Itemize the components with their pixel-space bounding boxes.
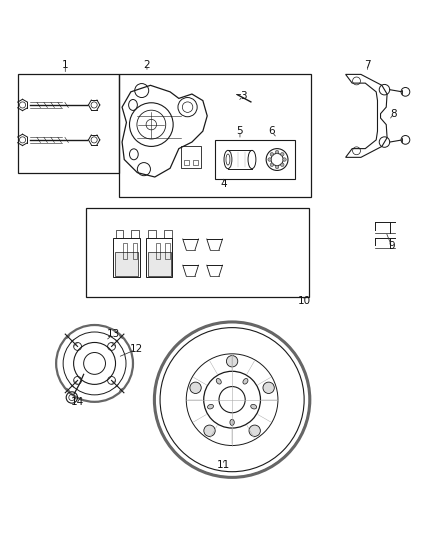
Bar	[133, 244, 137, 259]
Circle shape	[268, 158, 272, 161]
Text: 5: 5	[237, 126, 243, 136]
Text: 12: 12	[129, 344, 143, 354]
Text: 7: 7	[364, 60, 371, 70]
Bar	[184, 160, 189, 165]
Circle shape	[190, 382, 201, 393]
Bar	[165, 244, 170, 259]
Ellipse shape	[230, 419, 234, 425]
Circle shape	[281, 152, 284, 156]
Ellipse shape	[216, 378, 221, 384]
Circle shape	[204, 425, 215, 437]
Text: 2: 2	[144, 60, 150, 70]
Text: 11: 11	[217, 460, 230, 470]
Bar	[119, 75, 311, 197]
Bar	[148, 252, 170, 276]
Circle shape	[276, 150, 279, 154]
Bar	[113, 238, 140, 277]
Bar	[148, 230, 156, 238]
Circle shape	[276, 165, 279, 169]
Circle shape	[226, 356, 238, 367]
Circle shape	[249, 425, 260, 437]
Text: 4: 4	[220, 180, 227, 189]
Circle shape	[270, 152, 274, 156]
Text: 3: 3	[240, 91, 246, 101]
Bar	[115, 252, 138, 276]
Bar	[181, 147, 201, 168]
Bar	[116, 230, 124, 238]
Bar	[86, 207, 308, 297]
Bar	[123, 244, 127, 259]
Text: 13: 13	[107, 329, 120, 339]
Bar	[18, 75, 119, 173]
Text: 9: 9	[388, 240, 395, 251]
Ellipse shape	[243, 378, 248, 384]
Bar	[155, 244, 160, 259]
Bar	[193, 160, 198, 165]
Text: 14: 14	[71, 397, 84, 407]
Ellipse shape	[251, 405, 257, 409]
Text: 6: 6	[268, 126, 275, 136]
Circle shape	[281, 163, 284, 166]
Bar	[131, 230, 139, 238]
Bar	[164, 230, 172, 238]
Text: 8: 8	[390, 109, 397, 119]
Circle shape	[283, 158, 286, 161]
Circle shape	[263, 382, 274, 393]
Ellipse shape	[208, 405, 213, 409]
Bar	[146, 238, 172, 277]
Circle shape	[270, 163, 274, 166]
Bar	[215, 140, 295, 179]
Text: 1: 1	[62, 60, 69, 70]
Text: 10: 10	[297, 296, 311, 306]
